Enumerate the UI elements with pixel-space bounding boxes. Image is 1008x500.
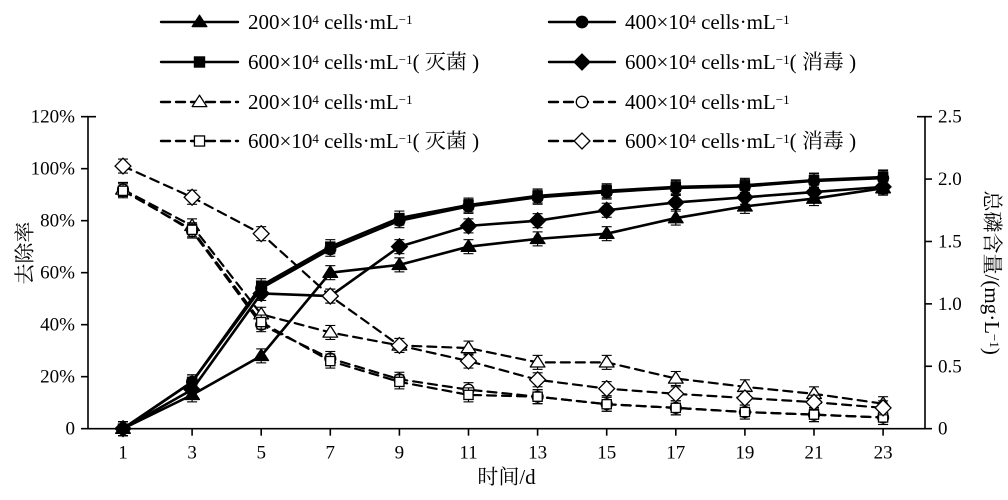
svg-text:5: 5 [256, 443, 266, 464]
svg-text:600×104 cells·mL−1( 消毒 ): 600×104 cells·mL−1( 消毒 ) [625, 50, 856, 74]
svg-text:9: 9 [395, 443, 405, 464]
svg-text:60%: 60% [40, 263, 75, 284]
svg-text:400×104 cells·mL−1: 400×104 cells·mL−1 [625, 90, 790, 114]
svg-text:100%: 100% [31, 159, 76, 180]
svg-text:13: 13 [528, 443, 547, 464]
svg-text:200×104 cells·mL−1: 200×104 cells·mL−1 [248, 10, 413, 34]
svg-text:40%: 40% [40, 315, 75, 336]
svg-text:1: 1 [118, 443, 128, 464]
svg-text:80%: 80% [40, 211, 75, 232]
svg-text:7: 7 [326, 443, 336, 464]
svg-text:1.0: 1.0 [938, 294, 962, 315]
svg-text:去除率: 去除率 [13, 222, 37, 285]
svg-text:1.5: 1.5 [938, 231, 962, 252]
svg-text:15: 15 [597, 443, 616, 464]
svg-text:600×104 cells·mL−1( 消毒 ): 600×104 cells·mL−1( 消毒 ) [625, 129, 856, 153]
svg-text:11: 11 [459, 443, 477, 464]
svg-text:17: 17 [666, 443, 685, 464]
svg-text:0.5: 0.5 [938, 356, 962, 377]
svg-text:2.0: 2.0 [938, 169, 962, 190]
svg-text:400×104 cells·mL−1: 400×104 cells·mL−1 [625, 10, 790, 34]
svg-text:23: 23 [874, 443, 893, 464]
svg-text:总磷含量/(mg·L−1): 总磷含量/(mg·L−1) [980, 191, 1004, 355]
svg-text:时间/d: 时间/d [477, 465, 536, 489]
svg-text:200×104 cells·mL−1: 200×104 cells·mL−1 [248, 90, 413, 114]
svg-text:20%: 20% [40, 367, 75, 388]
svg-text:600×104 cells·mL−1( 灭菌 ): 600×104 cells·mL−1( 灭菌 ) [248, 129, 479, 153]
svg-text:3: 3 [187, 443, 197, 464]
svg-text:0: 0 [938, 419, 948, 440]
svg-text:600×104 cells·mL−1( 灭菌 ): 600×104 cells·mL−1( 灭菌 ) [248, 50, 479, 74]
svg-text:2.5: 2.5 [938, 107, 962, 128]
svg-text:19: 19 [735, 443, 754, 464]
svg-text:0: 0 [66, 419, 76, 440]
svg-text:21: 21 [805, 443, 824, 464]
svg-text:120%: 120% [31, 107, 76, 128]
